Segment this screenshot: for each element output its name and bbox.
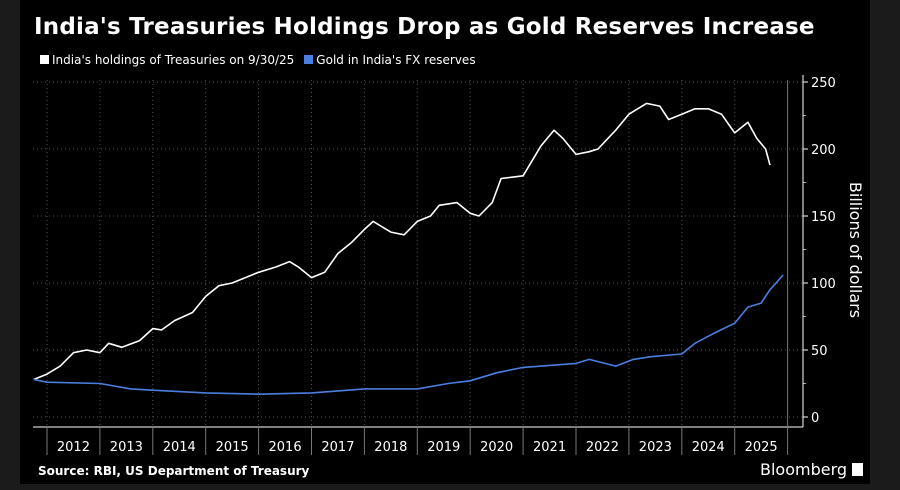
x-tick-label: 2016 — [269, 440, 302, 455]
source-note: Source: RBI, US Department of Treasury — [38, 464, 310, 478]
legend-item-gold: Gold in India's FX reserves — [304, 53, 476, 67]
x-tick-label: 2022 — [586, 440, 619, 455]
x-tick-label: 2020 — [480, 440, 513, 455]
y-tick-label: 100 — [811, 277, 836, 292]
legend-label: Gold in India's FX reserves — [316, 53, 476, 67]
x-tick-label: 2021 — [533, 440, 566, 455]
legend: India's holdings of Treasuries on 9/30/2… — [40, 53, 476, 67]
legend-label: India's holdings of Treasuries on 9/30/2… — [52, 53, 295, 67]
x-tick-label: 2024 — [692, 440, 725, 455]
legend-swatch-white — [40, 55, 49, 64]
x-tick-label: 2019 — [427, 440, 460, 455]
x-tick-label: 2012 — [57, 440, 90, 455]
x-tick-label: 2025 — [745, 440, 778, 455]
y-tick-label: 200 — [811, 143, 836, 158]
gold-line — [33, 274, 784, 396]
y-axis-label: Billions of dollars — [846, 182, 865, 318]
x-tick-label: 2014 — [163, 440, 196, 455]
x-tick-label: 2023 — [639, 440, 672, 455]
treasuries-line — [33, 102, 771, 381]
x-tick-label: 2017 — [321, 440, 354, 455]
y-tick-label: 50 — [811, 344, 828, 359]
chart-title: India's Treasuries Holdings Drop as Gold… — [34, 14, 815, 40]
y-tick-label: 150 — [811, 210, 836, 225]
bloomberg-icon — [852, 463, 864, 476]
y-tick-label: 250 — [811, 76, 836, 91]
legend-swatch-blue — [304, 55, 314, 64]
brand-text: Bloomberg — [760, 460, 848, 479]
legend-item-treasuries: India's holdings of Treasuries on 9/30/2… — [40, 53, 294, 67]
x-tick-label: 2015 — [216, 440, 249, 455]
bloomberg-logo: Bloomberg — [760, 460, 864, 479]
x-tick-label: 2018 — [374, 440, 407, 455]
y-tick-label: 0 — [811, 411, 819, 426]
chart-panel — [20, 0, 870, 484]
x-tick-label: 2013 — [110, 440, 143, 455]
